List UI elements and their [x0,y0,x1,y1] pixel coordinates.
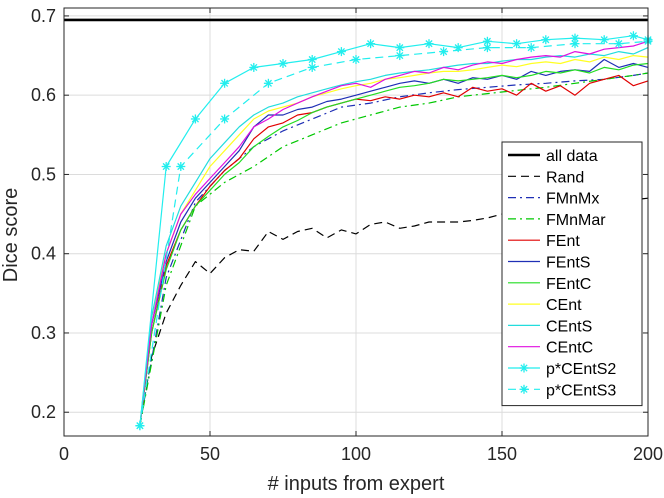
data-point-star [395,43,405,53]
data-point-star [176,162,186,172]
series-p-cents3 [135,36,653,431]
data-point-star [614,39,624,49]
legend-item: FEntC [508,276,591,293]
series-line [139,40,649,426]
data-point-star [307,55,317,65]
data-point-star [541,35,551,45]
legend-label: CEntC [546,340,593,357]
legend-label: Rand [546,169,584,186]
data-point-star [482,36,492,46]
series-fmnmar [139,72,649,426]
y-tick-label: 0.6 [31,85,56,105]
data-point-star [366,39,376,49]
legend-label: p*CEntS2 [546,361,616,378]
series-line [139,54,649,426]
legend-label: FEntC [546,276,591,293]
data-point-star [439,47,449,57]
legend-label: all data [546,148,598,165]
legend-label: CEnt [546,297,582,314]
data-point-star [135,421,145,431]
legend-item: FEnt [508,233,580,250]
legend-label: p*CEntS3 [546,382,616,399]
data-point-star [249,62,259,72]
y-tick-label: 0.2 [31,402,56,422]
data-point-star [395,51,405,61]
legend-box [501,141,643,407]
data-point-star [220,114,230,124]
series-centc [139,40,649,426]
x-tick-label: 200 [633,444,663,464]
legend-item: FMnMx [508,191,599,208]
legend-item: Rand [508,169,584,186]
y-tick-label: 0.3 [31,323,56,343]
x-tick-label: 0 [59,444,69,464]
series-fent [139,74,649,426]
series-line [139,72,649,426]
legend-item: CEntS [508,318,592,335]
legend-item: p*CEntS2 [508,361,616,378]
x-tick-label: 50 [200,444,220,464]
series-line [139,197,649,426]
y-axis-label: Dice score [0,188,22,282]
data-point-star [526,43,536,53]
x-tick-label: 100 [341,444,371,464]
legend: all data Rand FMnMx FMnMar FEnt FEntS FEntC CEn… [501,141,643,407]
series-fentc [139,62,649,426]
data-point-star [482,43,492,53]
legend-label: CEntS [546,318,592,335]
data-point-star [220,78,230,88]
axes-frame [63,7,649,437]
x-tick-label: 150 [487,444,517,464]
data-point-star [570,39,580,49]
data-point-star [351,55,361,65]
data-point-star [599,35,609,45]
legend-label: FEnt [546,233,580,250]
y-tick-label: 0.5 [31,164,56,184]
series-line [139,62,649,426]
data-point-star [307,62,317,72]
legend-item: FMnMar [508,212,606,229]
legend-label: FMnMar [546,212,606,229]
data-point-star [512,39,522,49]
y-tick-label: 0.7 [31,6,56,26]
series-rand [139,197,649,426]
series-fents [139,58,649,426]
data-point-star [424,39,434,49]
series-line [139,58,649,426]
series-layer [64,18,653,431]
data-point-star [161,162,171,172]
legend-item: CEnt [508,297,582,314]
series-line [139,74,649,426]
tick-labels: 0 50 100 150 200 0.2 0.3 0.4 0.5 0.6 0.7 [31,6,663,464]
series-p-cents2 [135,31,653,431]
data-point-star [628,31,638,41]
legend-item: CEntC [508,340,593,357]
x-axis-label: # inputs from expert [268,473,445,495]
legend-item: FEntS [508,255,590,272]
legend-item: all data [508,148,598,165]
y-tick-label: 0.4 [31,244,56,264]
legend-item: p*CEntS3 [508,382,616,399]
data-point-star [190,114,200,124]
data-point-star [336,47,346,57]
data-point-star [263,78,273,88]
legend-label: FMnMx [546,191,599,208]
legend-label: FEntS [546,255,590,272]
series-cent [139,54,649,426]
data-point-star [278,58,288,68]
